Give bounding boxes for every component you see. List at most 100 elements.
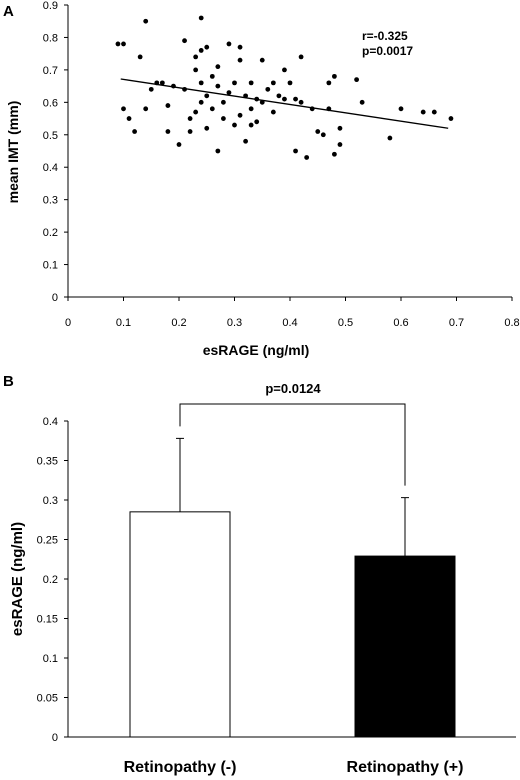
x-tick-label: 0.1 <box>116 317 131 329</box>
category-label: Retinopathy (-) <box>124 759 237 776</box>
scatter-x-ticks: 0 0.1 0.2 0.3 0.4 0.5 0.6 0.7 0.8 <box>65 297 520 329</box>
data-point <box>221 99 226 105</box>
y-tick-label: 0.9 <box>43 0 58 12</box>
significance-label: p=0.0124 <box>265 381 321 396</box>
x-tick-label: 0.5 <box>338 317 353 329</box>
x-tick-label: 0.2 <box>171 317 186 329</box>
y-tick-label: 0.8 <box>43 32 58 44</box>
significance-bracket <box>179 403 406 486</box>
data-point <box>298 54 304 60</box>
bar-panel: B 0 0.05 0.1 0.15 0.2 0.25 0.3 0.35 0.4 p=0.0124… <box>3 373 516 776</box>
x-tick-label: 0.4 <box>282 317 297 329</box>
data-point <box>232 122 237 128</box>
data-point <box>221 116 226 121</box>
data-point <box>248 80 254 86</box>
bar <box>354 555 456 738</box>
y-tick-label: 0.1 <box>43 653 58 665</box>
data-point <box>232 80 237 86</box>
data-point <box>259 57 265 63</box>
data-point <box>226 90 232 95</box>
data-point <box>431 109 437 115</box>
data-point <box>243 138 249 144</box>
y-tick-label: 0.6 <box>43 97 58 109</box>
data-point <box>354 77 359 83</box>
y-tick-label: 0 <box>52 732 58 744</box>
data-point <box>137 54 143 60</box>
data-point <box>204 125 210 131</box>
data-point <box>282 96 287 102</box>
data-point <box>165 103 171 108</box>
y-tick-label: 0.4 <box>43 162 58 174</box>
bar-y-ticks: 0 0.05 0.1 0.15 0.2 0.25 0.3 0.35 0.4 <box>37 416 68 744</box>
data-point <box>287 80 293 86</box>
scatter-x-axis-title: esRAGE (ng/ml) <box>203 342 310 358</box>
y-tick-label: 0.2 <box>43 574 58 586</box>
x-tick-label: 0.8 <box>504 317 519 329</box>
data-point <box>165 129 171 134</box>
data-point <box>204 44 210 50</box>
data-point <box>193 109 199 115</box>
data-point <box>132 129 138 134</box>
data-point <box>198 99 204 105</box>
bar-category-labels: Retinopathy (-) Retinopathy (+) <box>124 759 464 776</box>
x-tick-label: 0 <box>65 317 71 329</box>
data-point <box>337 142 343 147</box>
data-point <box>276 93 282 99</box>
data-point <box>176 142 182 147</box>
data-point <box>270 80 276 86</box>
x-tick-label: 0.6 <box>393 317 408 329</box>
category-label: Retinopathy (+) <box>347 759 464 776</box>
data-point <box>215 83 221 89</box>
data-point <box>337 125 343 131</box>
data-point <box>387 135 393 141</box>
data-point <box>282 67 287 73</box>
data-point <box>265 86 271 92</box>
data-point <box>293 148 298 154</box>
panel-letter-b: B <box>3 373 14 390</box>
data-point <box>248 106 254 112</box>
scatter-y-axis-title: mean IMT (mm) <box>5 101 21 204</box>
scatter-panel: A 0 0.1 0.2 0.3 0.4 0.5 0.6 0.7 0.8 0.9 0 0.1 0.2 0.… <box>3 0 520 358</box>
data-point <box>187 129 193 134</box>
data-point <box>298 99 304 105</box>
y-tick-label: 0.05 <box>37 693 58 705</box>
data-point <box>237 57 243 63</box>
data-point <box>198 15 204 21</box>
data-point <box>159 80 165 86</box>
data-point <box>226 41 232 47</box>
y-tick-label: 0.3 <box>43 495 58 507</box>
data-point <box>332 73 337 79</box>
y-tick-label: 0.3 <box>43 195 58 207</box>
data-point <box>215 64 221 70</box>
data-point <box>182 38 187 44</box>
data-point <box>193 67 199 73</box>
data-point <box>398 106 404 112</box>
y-tick-label: 0 <box>52 292 58 304</box>
y-tick-label: 0.25 <box>37 535 58 547</box>
data-point <box>143 106 149 112</box>
scatter-points <box>115 15 454 160</box>
data-point <box>121 41 126 47</box>
data-point <box>259 99 265 105</box>
data-point <box>115 41 121 47</box>
error-bars <box>176 437 409 557</box>
x-tick-label: 0.3 <box>227 317 242 329</box>
y-tick-label: 0.7 <box>43 65 58 77</box>
data-point <box>304 155 310 160</box>
data-point <box>237 112 243 118</box>
y-tick-label: 0.15 <box>37 614 58 626</box>
bar-y-axis-title: esRAGE (ng/ml) <box>9 522 26 636</box>
data-point <box>320 132 326 138</box>
data-point <box>448 116 454 121</box>
trend-line <box>120 78 449 129</box>
y-tick-label: 0.2 <box>43 227 58 239</box>
panel-letter-a: A <box>3 3 14 20</box>
bar <box>129 511 231 738</box>
bars <box>129 511 456 738</box>
data-point <box>209 73 215 79</box>
data-point <box>359 99 365 105</box>
data-point <box>198 80 204 86</box>
data-point <box>332 151 337 157</box>
y-tick-label: 0.5 <box>43 130 58 142</box>
